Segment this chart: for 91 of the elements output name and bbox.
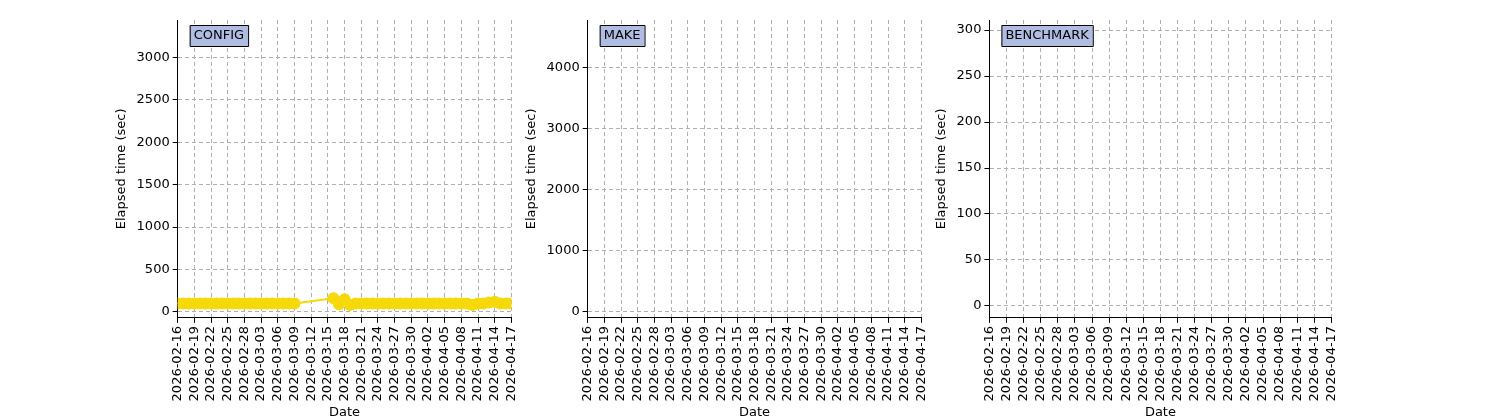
x-tick-label: 2026-04-05 [1254,325,1270,402]
x-tick-label: 2026-03-30 [402,325,418,402]
x-tick-label: 2026-03-09 [1100,325,1116,402]
y-tick-label: 1000 [546,242,580,258]
x-axis-title: Date [1144,403,1176,419]
x-tick-label: 2026-02-19 [185,325,201,402]
x-tick-label: 2026-03-03 [252,325,268,402]
x-tick-label: 2026-04-02 [829,325,845,402]
x-tick-label: 2026-03-03 [662,325,678,402]
x-tick-label: 2026-02-16 [169,325,185,402]
x-tick-label: 2026-04-08 [1271,325,1287,402]
x-tick-label: 2026-03-15 [729,325,745,402]
y-tick-label: 200 [956,113,982,129]
x-tick-label: 2026-02-16 [579,325,595,402]
x-tick-label: 2026-02-22 [1014,325,1030,402]
y-tick-label: 1000 [136,218,170,234]
text: BENCHMARK [1005,27,1090,43]
x-tick-label: 2026-03-18 [335,325,351,402]
x-tick-label: 2026-02-22 [202,325,218,402]
x-tick-label: 2026-03-03 [1066,325,1082,402]
y-axis-title: Elapsed time (sec) [933,108,949,230]
y-tick-label: 1500 [136,176,170,191]
x-axis-title: Date [329,403,361,419]
x-tick-label: 2026-03-09 [285,325,301,402]
y-tick-label: 0 [973,297,982,313]
x-tick-label: 2026-04-14 [486,325,502,402]
x-tick-label: 2026-03-30 [812,325,828,402]
x-tick-label: 2026-02-28 [235,325,251,402]
x-tick-label: 2026-03-21 [1168,325,1184,402]
x-tick-label: 2026-02-19 [997,325,1013,402]
x-tick-label: 2026-04-05 [436,325,452,402]
x-tick-label: 2026-03-18 [745,325,761,402]
x-tick-label: 2026-03-06 [1083,325,1099,402]
x-tick-label: 2026-03-24 [1185,325,1201,402]
x-tick-label: 2026-02-25 [629,325,645,402]
x-tick-label: 2026-03-15 [1134,325,1150,402]
x-tick-label: 2026-04-11 [469,325,485,402]
x-tick-label: 2026-02-28 [645,325,661,402]
y-tick-label: 3000 [546,120,580,136]
x-tick-label: 2026-04-02 [419,325,435,402]
y-tick-label: 500 [144,260,170,276]
x-tick-label: 2026-04-17 [912,325,928,402]
x-tick-label: 2026-03-06 [679,325,695,402]
x-tick-label: 2026-02-16 [980,325,996,402]
x-tick-label: 2026-02-22 [612,325,628,402]
x-tick-label: 2026-02-25 [1032,325,1048,402]
x-tick-label: 2026-04-14 [1305,325,1321,402]
x-tick-label: 2026-03-15 [319,325,335,402]
x-tick-label: 2026-03-21 [762,325,778,402]
text: MAKE [603,27,641,43]
x-tick-label: 2026-04-08 [452,325,468,402]
y-axis-title: Elapsed time (sec) [523,108,539,230]
x-tick-label: 2026-03-18 [1151,325,1167,402]
x-tick-label: 2026-02-19 [595,325,611,402]
x-tick-label: 2026-03-21 [352,325,368,402]
y-tick-label: 0 [161,303,170,319]
y-tick-label: 2500 [136,91,170,107]
y-tick-label: 250 [956,67,982,83]
y-tick-label: 4000 [546,58,580,74]
x-tick-label: 2026-04-08 [862,325,878,402]
y-tick-label: 2000 [136,133,170,149]
y-axis-title: Elapsed time (sec) [113,108,129,230]
x-tick-label: 2026-03-09 [695,325,711,402]
x-tick-label: 2026-04-17 [502,325,518,402]
x-tick-label: 2026-04-02 [1237,325,1253,402]
x-tick-label: 2026-03-27 [385,325,401,402]
x-tick-label: 2026-03-12 [1117,325,1133,402]
x-tick-label: 2026-03-27 [1203,325,1219,402]
x-tick-label: 2026-03-27 [795,325,811,402]
y-tick-label: 150 [956,159,982,175]
x-tick-label: 2026-02-25 [219,325,235,402]
y-tick-label: 2000 [546,181,580,197]
y-tick-label: 0 [571,303,580,319]
x-tick-label: 2026-03-06 [269,325,285,402]
x-axis-title: Date [739,403,771,419]
x-tick-label: 2026-03-12 [712,325,728,402]
x-tick-label: 2026-03-30 [1220,325,1236,402]
x-tick-label: 2026-04-05 [846,325,862,402]
y-tick-label: 3000 [136,48,170,64]
x-tick-label: 2026-03-12 [302,325,318,402]
x-tick-label: 2026-03-24 [779,325,795,402]
x-tick-label: 2026-04-17 [1322,325,1338,402]
x-tick-label: 2026-04-14 [896,325,912,402]
x-tick-label: 2026-02-28 [1049,325,1065,402]
x-tick-label: 2026-04-11 [1288,325,1304,402]
y-tick-label: 100 [956,205,982,221]
y-tick-label: 50 [964,251,982,267]
y-tick-label: 300 [956,21,982,37]
x-tick-label: 2026-04-11 [879,325,895,402]
text: CONFIG [193,27,245,43]
x-tick-label: 2026-03-24 [369,325,385,402]
